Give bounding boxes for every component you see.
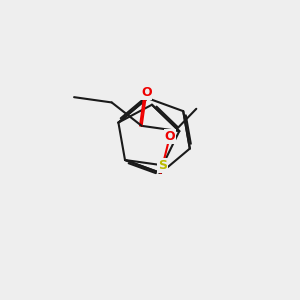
Text: O: O xyxy=(141,86,152,99)
Text: O: O xyxy=(165,130,175,142)
Text: S: S xyxy=(158,159,167,172)
